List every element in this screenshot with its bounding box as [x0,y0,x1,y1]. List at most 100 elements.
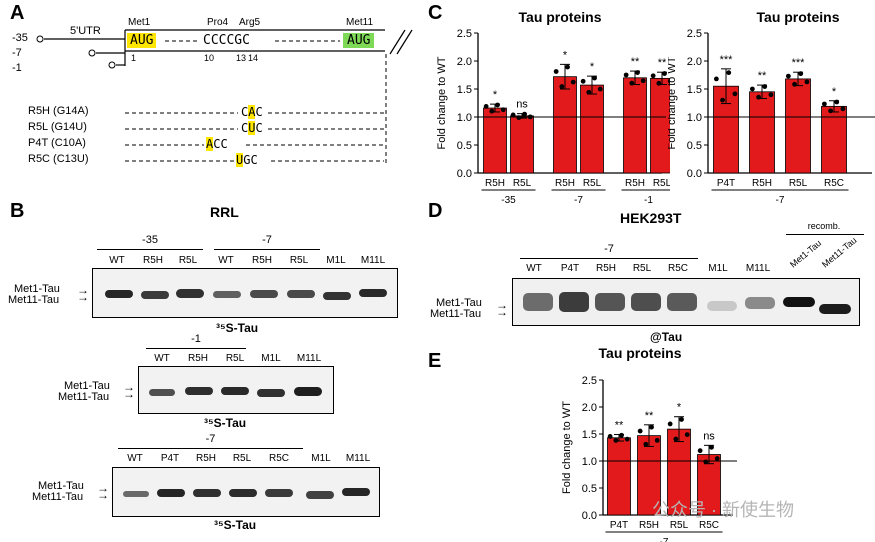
data-point [798,71,804,77]
lane-label: R5H [195,453,216,464]
lane-label: WT [109,255,125,266]
band-label: Met11-Tau [430,308,482,320]
data-point [697,448,703,454]
data-point [516,115,522,121]
lane-label: M11L [745,263,771,274]
data-point [623,72,629,78]
data-point [662,71,667,76]
gel-band [523,293,553,311]
gel-group-label: -1 [191,333,201,345]
position-label: 10 [204,53,215,63]
band-label: Met1-Tau [14,283,60,295]
mutant-name: R5L (G14U) [28,121,87,133]
lane-label: R5C [268,453,289,464]
significance-label: ns [516,99,528,111]
gel-band [176,289,204,298]
gel-band [287,290,315,298]
data-point [592,75,597,81]
arrow-icon: → → [123,380,135,401]
lane-label: M11L [345,453,371,464]
data-point [495,102,500,108]
data-point [500,107,506,113]
data-point [597,86,603,92]
gel-band [265,489,293,497]
gel-image [112,467,380,517]
gel-group-label: -35 [142,234,158,246]
group-label: -7 [574,195,583,206]
lane-label: R5L [178,255,198,266]
y-tick-label: 2.5 [582,375,597,387]
y-axis-label: Fold change to WT [561,401,573,494]
data-point [762,84,768,89]
lane-label: WT [154,353,170,364]
data-point [732,91,738,97]
data-point [586,89,592,95]
y-tick-label: 1.0 [582,456,597,468]
lane-label: R5L [225,353,245,364]
y-tick-label: 1.5 [457,84,472,96]
x-tick-label: R5L [513,178,532,189]
gel-band [141,291,169,299]
y-tick-label: 2.0 [687,56,702,68]
band-label: Met11-Tau [32,491,84,503]
gel-band [323,292,351,300]
lane-label: WT [526,263,542,274]
data-point [649,424,654,430]
data-point [607,434,613,439]
data-point [821,101,827,107]
mutant-name: R5H (G14A) [28,105,89,117]
lane-label: Met1-Tau [788,237,824,270]
gel-band [257,389,285,397]
lane-label: R5L [232,453,252,464]
significance-label: ** [615,420,624,432]
y-tick-label: 0.5 [582,483,597,495]
codon-label-arg5: Arg5 [239,17,261,28]
codon-label-pro4: Pro4 [207,17,229,28]
data-point [565,64,570,70]
x-tick-label: R5C [824,178,844,189]
data-point [656,80,662,86]
gel-band [193,489,221,497]
lane-label: R5L [632,263,652,274]
x-tick-label: P4T [610,520,628,531]
significance-label: * [677,402,682,414]
chart-c1: Tau proteins Fold change to WT 0.0 0.5 1.0 1.… [436,9,670,206]
start-codon-met11: AUG [343,33,375,48]
lane-label: R5L [289,255,309,266]
data-point [654,437,660,443]
x-tick-label: R5L [653,178,670,189]
gel-image [512,278,860,326]
mutant-sequence: CUC [241,121,263,135]
data-point [749,86,755,92]
hek-title: HEK293T [620,210,682,226]
gel-band [250,290,278,298]
gel-group-label: recomb. [807,221,841,231]
band-label: Met1-Tau [436,297,482,309]
codon-label-met1: Met1 [128,17,151,28]
data-point [553,69,559,74]
bar [510,115,534,174]
gel-band [783,297,815,307]
band-label: Met11-Tau [8,294,60,306]
gel-caption: ³⁵S-Tau [204,416,247,430]
band-label: Met1-Tau [38,480,84,492]
data-point [726,70,732,76]
chart-title: Tau proteins [757,9,840,25]
x-tick-label: R5C [699,520,719,531]
gel-band [105,290,133,298]
data-point [637,428,643,434]
chart-c2: Tau proteins Fold change to WT 0.0 0.5 1.0 1.… [668,9,875,206]
significance-label: * [563,49,568,61]
data-point [792,81,797,87]
bar [821,105,847,174]
mutant-sequence: ACC [206,137,228,151]
gel-caption: @Tau [650,330,683,344]
bar [553,76,577,174]
data-point [619,432,624,438]
mutant-sequence: CAC [241,105,263,119]
data-point [684,432,690,438]
data-point [804,79,810,85]
group-label: -7 [660,537,669,542]
lane-label: R5H [187,353,208,364]
significance-label: *** [720,54,734,66]
